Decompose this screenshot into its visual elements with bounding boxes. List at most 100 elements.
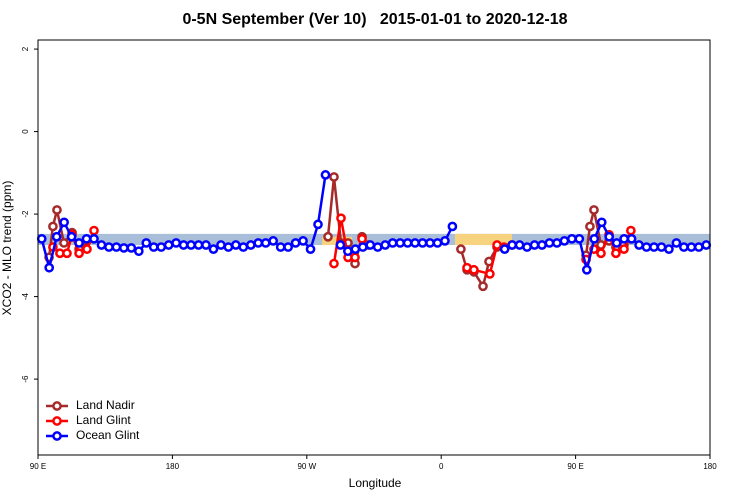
data-point (89, 233, 99, 244)
series-line (40, 174, 707, 271)
data-point (641, 242, 652, 252)
data-point (589, 233, 600, 244)
legend-marker (52, 401, 62, 411)
x-tick-label: 90 E (30, 462, 46, 471)
data-point (611, 248, 621, 259)
data-point (178, 240, 189, 250)
data-point (111, 242, 122, 252)
data-point (387, 238, 398, 248)
data-point (126, 243, 137, 253)
data-point (596, 217, 607, 228)
y-tick-label: 0 (21, 129, 30, 134)
data-point (201, 240, 211, 250)
data-point (59, 238, 69, 248)
data-point (238, 242, 249, 252)
data-point (596, 248, 606, 259)
data-point (619, 233, 629, 244)
data-point (395, 238, 405, 248)
data-point (671, 238, 682, 248)
data-point (148, 242, 159, 252)
data-point (447, 221, 458, 232)
plot-frame (37, 39, 711, 456)
data-point (417, 238, 428, 248)
data-point (62, 248, 72, 259)
data-point (581, 264, 592, 275)
data-point (104, 242, 114, 252)
data-point (585, 221, 595, 232)
data-point (193, 240, 204, 250)
legend-marker (52, 416, 62, 426)
data-point (186, 240, 196, 250)
x-tick-label: 180 (703, 462, 717, 471)
data-point (74, 248, 84, 259)
data-point (323, 231, 333, 242)
band (454, 233, 512, 246)
data-point (343, 246, 353, 257)
data-point (567, 233, 577, 244)
data-point (275, 242, 286, 252)
y-axis-label: XCO2 - MLO trend (ppm) (0, 181, 14, 316)
data-point (350, 244, 361, 255)
data-point (544, 238, 555, 248)
data-point (478, 281, 488, 292)
series (36, 170, 712, 292)
data-point (604, 231, 615, 242)
data-point (81, 233, 92, 244)
data-point (52, 205, 62, 215)
data-point (469, 264, 479, 275)
data-point (329, 172, 339, 182)
data-point (357, 242, 368, 252)
data-point (208, 244, 219, 255)
data-point (552, 238, 562, 248)
data-point (89, 225, 99, 236)
data-point (329, 258, 339, 269)
data-point (365, 240, 376, 250)
data-point (44, 262, 55, 273)
data-point (357, 233, 367, 244)
x-tick-label: 90 E (567, 462, 583, 471)
legend-label: Ocean Glint (76, 428, 140, 442)
data-point (574, 233, 585, 244)
data-point (514, 240, 525, 250)
data-point (82, 244, 92, 255)
data-point (245, 240, 256, 250)
data-point (425, 238, 435, 248)
data-point (320, 170, 331, 180)
data-point (507, 240, 517, 250)
data-point (693, 242, 704, 252)
data-point (133, 246, 144, 257)
data-point (619, 244, 629, 255)
data-point (171, 238, 181, 248)
data-point (119, 243, 129, 253)
data-point (96, 240, 107, 250)
data-point (529, 240, 540, 250)
data-point (298, 236, 308, 246)
x-tick-label: 180 (166, 462, 180, 471)
data-point (634, 240, 644, 250)
data-point (649, 242, 659, 252)
data-point (313, 219, 323, 230)
x-axis-label: Longitude (349, 476, 402, 490)
data-point (51, 231, 62, 242)
data-point (48, 221, 58, 232)
data-point (402, 238, 413, 248)
x-tick-label: 0 (439, 462, 444, 471)
data-point (537, 240, 547, 250)
data-point (656, 242, 667, 252)
y-tick-label: 2 (21, 46, 30, 51)
data-point (336, 213, 346, 224)
y-tick-label: -4 (21, 292, 30, 300)
data-point (335, 240, 346, 250)
data-point (664, 244, 674, 255)
data-point (522, 242, 532, 252)
data-point (432, 238, 443, 248)
data-point (156, 242, 167, 252)
data-point (290, 238, 301, 248)
x-tick-label: 90 W (297, 462, 316, 471)
data-point (485, 269, 495, 279)
data-point (679, 242, 689, 252)
data-point (223, 242, 234, 252)
data-point (253, 238, 264, 248)
data-point (686, 242, 697, 252)
